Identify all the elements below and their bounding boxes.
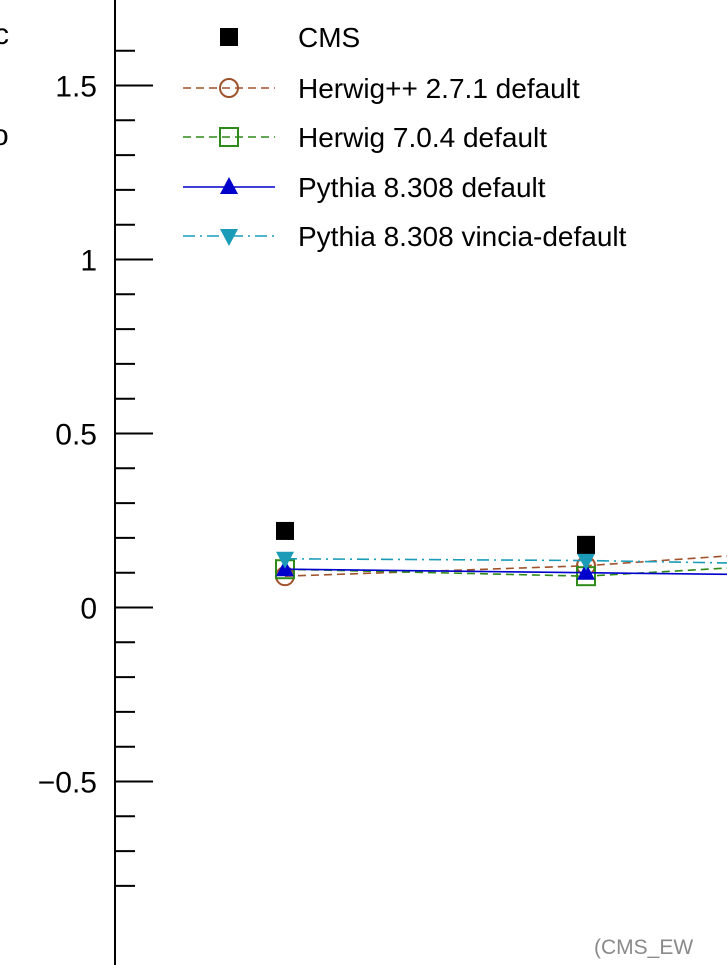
data-point (577, 535, 595, 554)
legend-marker (220, 28, 238, 46)
legend-marker (219, 127, 239, 147)
data-point (276, 521, 294, 540)
left-edge-fragment-top: c (0, 18, 9, 51)
series-line (284, 557, 727, 564)
y-tick-label: 1.5 (55, 71, 97, 104)
plot-area (275, 521, 727, 587)
series-2 (275, 559, 727, 587)
legend-marker (220, 177, 238, 194)
data-point (577, 553, 595, 571)
legend-item: Pythia 8.308 vincia-default (183, 221, 627, 252)
y-tick-label: 0 (80, 593, 97, 626)
series-4 (276, 551, 727, 571)
legend-label: Pythia 8.308 default (298, 172, 546, 203)
y-tick-label: 1 (80, 245, 97, 278)
legend-item: Pythia 8.308 default (183, 172, 546, 203)
legend-item: Herwig++ 2.7.1 default (183, 73, 580, 104)
y-tick-label: 0.5 (55, 419, 97, 452)
legend-label: Pythia 8.308 vincia-default (298, 221, 627, 252)
legend-label: Herwig 7.0.4 default (298, 122, 547, 153)
legend: CMS Herwig++ 2.7.1 default Herwig 7.0.4 de… (183, 22, 627, 252)
data-point (276, 551, 294, 569)
legend-marker (219, 78, 239, 98)
y-axis: 1.5 1 0.5 0 −0.5 (38, 0, 153, 965)
series-0 (276, 521, 595, 554)
legend-label: CMS (298, 22, 360, 53)
legend-marker (220, 229, 238, 246)
legend-item: CMS (220, 22, 360, 53)
legend-label: Herwig++ 2.7.1 default (298, 73, 580, 104)
legend-item: Herwig 7.0.4 default (183, 122, 547, 153)
source-credit: (CMS_EW (594, 936, 693, 959)
data-point (577, 562, 595, 580)
left-edge-fragment-middle: o (0, 119, 9, 152)
series-line (284, 568, 727, 576)
y-tick-label: −0.5 (38, 767, 97, 800)
